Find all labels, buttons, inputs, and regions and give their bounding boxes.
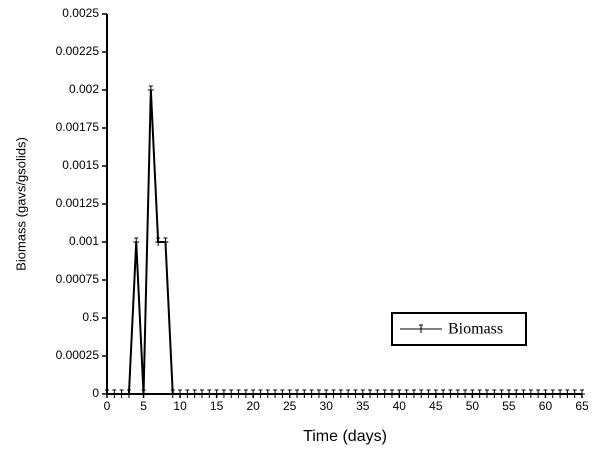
marker [447,389,454,398]
series-line [107,89,582,395]
y-tick-label: 0.002 [69,82,99,96]
marker [199,389,205,398]
marker [549,389,556,398]
y-tick-label: 0.001 [69,234,99,248]
legend-label: Biomass [448,321,503,338]
y-tick-label: 0.5 [82,310,99,324]
marker [564,389,571,398]
x-tick-label: 60 [539,399,553,413]
y-tick-label: 0.0025 [62,6,99,20]
marker [235,389,242,398]
marker [155,237,162,246]
marker [286,389,293,398]
marker [579,389,585,398]
marker [162,237,169,246]
marker [484,389,490,398]
marker [279,389,286,398]
legend-marker [419,324,423,333]
marker [206,389,213,398]
marker [462,389,469,398]
marker [118,389,125,398]
x-tick-label: 20 [246,399,260,413]
marker [476,389,483,398]
x-tick-label: 50 [466,399,480,413]
marker [315,389,322,398]
y-tick-label: 0.00175 [56,120,100,134]
x-tick-label: 5 [140,399,147,413]
y-tick-label: 0.00075 [56,272,100,286]
marker [469,389,476,398]
marker [381,389,388,398]
y-tick-label: 0.00025 [56,348,100,362]
marker [220,389,227,398]
marker [191,389,198,398]
marker [389,389,395,398]
marker [301,389,308,398]
marker [527,389,534,398]
x-tick-label: 30 [320,399,334,413]
x-tick-label: 65 [575,399,589,413]
y-tick-label: 0 [92,386,99,400]
marker [367,389,374,398]
marker [557,389,564,398]
marker [432,389,439,398]
x-tick-label: 10 [173,399,187,413]
marker [133,237,140,246]
marker [542,389,549,398]
marker [396,389,403,398]
marker [272,389,279,398]
y-tick-label: 0.00225 [56,44,100,58]
marker [169,389,176,398]
marker [454,389,461,398]
marker [425,389,432,398]
marker [374,389,381,398]
marker [308,389,315,398]
marker [294,389,300,398]
marker [330,389,337,398]
marker [571,389,578,398]
marker [228,389,235,398]
x-tick-label: 15 [210,399,224,413]
marker [104,389,110,398]
x-tick-label: 35 [356,399,370,413]
marker [184,389,191,398]
marker [213,389,220,398]
marker [403,389,410,398]
marker [147,85,154,94]
marker [520,389,527,398]
marker [125,389,132,398]
marker [345,389,352,398]
marker [440,389,447,398]
marker [111,389,118,398]
marker [177,389,184,398]
marker [242,389,249,398]
x-tick-label: 40 [393,399,407,413]
y-tick-label: 0.0015 [62,158,99,172]
marker [491,389,498,398]
marker [410,389,417,398]
marker [359,389,366,398]
marker [535,389,542,398]
x-tick-label: 55 [502,399,516,413]
marker [498,389,505,398]
x-tick-label: 25 [283,399,297,413]
marker [513,389,520,398]
marker [352,389,359,398]
marker [418,389,425,398]
marker [323,389,330,398]
marker [250,389,257,398]
x-tick-label: 0 [104,399,111,413]
x-tick-label: 45 [429,399,443,413]
marker [337,389,344,398]
x-axis-label: Time (days) [303,428,387,445]
marker [264,389,271,398]
marker [140,389,147,398]
y-tick-label: 0.00125 [56,196,100,210]
marker [257,389,264,398]
y-axis-label: Biomass (gavs/gsolids) [13,137,28,271]
marker [505,389,512,398]
